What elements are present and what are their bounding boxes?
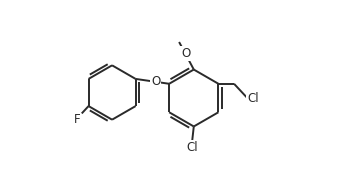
Text: F: F xyxy=(74,113,80,126)
Text: O: O xyxy=(181,47,190,60)
Text: Cl: Cl xyxy=(186,141,198,154)
Text: O: O xyxy=(151,75,160,88)
Text: Cl: Cl xyxy=(247,92,259,105)
